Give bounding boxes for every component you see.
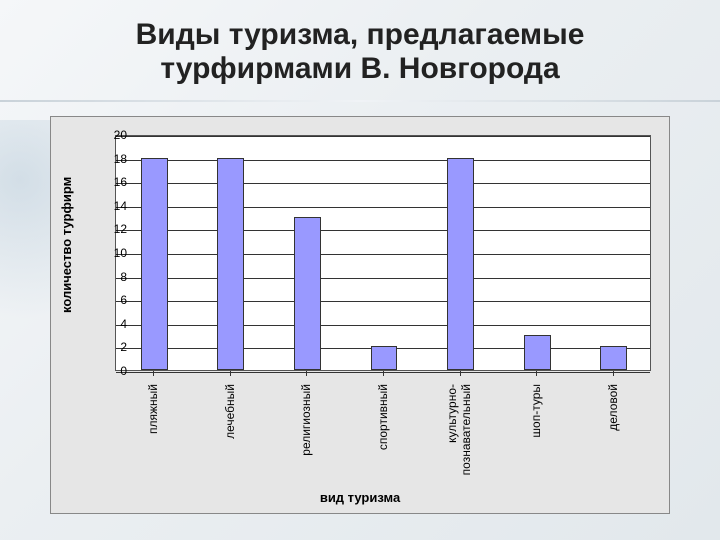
page-title: Виды туризма, предлагаемые турфирмами В.… (0, 0, 720, 100)
bar (141, 158, 168, 370)
y-tick-label: 10 (97, 246, 127, 260)
bar (447, 158, 474, 370)
x-tick-label: деловой (606, 384, 620, 494)
grid-line (116, 136, 650, 137)
x-tick-label: пляжный (146, 384, 160, 494)
y-tick-label: 6 (97, 293, 127, 307)
y-tick-label: 2 (97, 340, 127, 354)
y-tick-label: 14 (97, 199, 127, 213)
y-tick-label: 4 (97, 317, 127, 331)
x-tick-label: спортивный (376, 384, 390, 494)
grid-line (116, 254, 650, 255)
plot-area (115, 135, 651, 371)
x-tick (306, 371, 307, 376)
grid-line (116, 301, 650, 302)
grid-line (116, 160, 650, 161)
divider (0, 100, 720, 102)
y-tick-label: 12 (97, 222, 127, 236)
x-tick (460, 371, 461, 376)
grid-line (116, 230, 650, 231)
x-tick (536, 371, 537, 376)
y-tick-label: 0 (97, 364, 127, 378)
x-axis-label: вид туризма (51, 490, 669, 505)
x-tick-label: религиозный (299, 384, 313, 494)
x-tick (153, 371, 154, 376)
x-tick-label: культурно- (445, 384, 459, 504)
grid-line (116, 325, 650, 326)
y-tick-label: 8 (97, 270, 127, 284)
y-axis-label: количество турфирм (59, 177, 74, 313)
bar (524, 335, 551, 370)
bar (217, 158, 244, 370)
x-tick (613, 371, 614, 376)
bar (371, 346, 398, 370)
y-tick-label: 18 (97, 152, 127, 166)
grid-line (116, 207, 650, 208)
chart-container: количество турфирм вид туризма 0 2 4 6 8 10 12… (50, 116, 670, 514)
x-tick-label: шоп-туры (529, 384, 543, 494)
bar (600, 346, 627, 370)
grid-line (116, 278, 650, 279)
y-tick-label: 16 (97, 175, 127, 189)
x-tick-label: лечебный (223, 384, 237, 494)
x-tick (383, 371, 384, 376)
bar (294, 217, 321, 370)
grid-line (116, 183, 650, 184)
x-tick (230, 371, 231, 376)
y-tick-label: 20 (97, 128, 127, 142)
x-tick-label: познавательный (459, 384, 473, 504)
